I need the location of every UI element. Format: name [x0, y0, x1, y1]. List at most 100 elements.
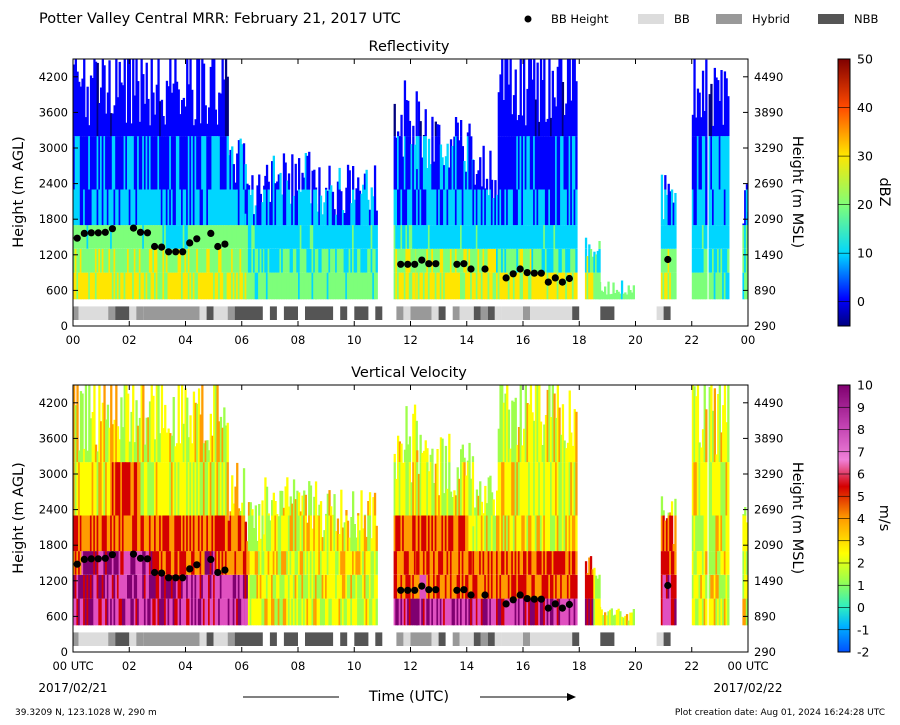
field-cell [101, 515, 104, 552]
field-cell [89, 515, 93, 552]
field-cell [521, 272, 524, 300]
field-cell [196, 403, 199, 463]
field-cell [482, 598, 485, 626]
bb-height-point [80, 229, 88, 237]
field-cell [118, 574, 121, 599]
field-cell [727, 96, 730, 137]
field-cell [722, 462, 725, 516]
field-cell [264, 225, 267, 249]
field-cell [427, 138, 431, 190]
field-cell [79, 272, 83, 300]
field-cell [214, 189, 217, 226]
field-cell [330, 515, 333, 552]
field-cell [137, 574, 140, 599]
field-cell [433, 161, 436, 190]
field-cell [517, 515, 521, 552]
bb-type-segment [108, 632, 116, 646]
field-cell [744, 574, 747, 599]
x-tick-label: 22 [684, 659, 699, 673]
field-cell [106, 225, 110, 249]
field-cell [516, 574, 519, 599]
field-cell [439, 462, 443, 516]
field-cell [667, 515, 670, 552]
field-cell [489, 272, 492, 300]
field-cell [501, 551, 504, 575]
field-cell [274, 515, 277, 552]
field-cell [398, 441, 401, 463]
field-cell [701, 189, 705, 226]
field-cell [718, 272, 721, 300]
field-cell [74, 515, 77, 552]
field-cell [528, 136, 531, 190]
field-cell [575, 515, 578, 552]
field-cell [261, 248, 264, 273]
field-cell [81, 515, 84, 552]
field-cell [127, 462, 130, 516]
colorbar-tick-label: -1 [857, 622, 869, 637]
field-cell [202, 272, 206, 300]
field-cell [466, 132, 470, 137]
field-cell [541, 189, 544, 226]
field-cell [93, 59, 96, 137]
field-cell [148, 125, 152, 137]
field-cell [246, 189, 249, 226]
field-cell [693, 189, 696, 226]
field-cell [108, 551, 111, 575]
field-cell [209, 189, 212, 226]
field-cell [456, 598, 459, 626]
field-cell [187, 136, 191, 190]
field-cell [214, 385, 217, 463]
field-cell [130, 189, 133, 226]
field-cell [443, 272, 446, 300]
field-cell [202, 63, 206, 137]
field-cell [727, 248, 730, 273]
field-cell [289, 574, 292, 599]
field-cell [291, 189, 294, 226]
field-cell [546, 574, 549, 599]
field-cell [125, 248, 128, 273]
field-cell [365, 189, 368, 226]
field-cell [449, 515, 453, 552]
field-cell [705, 551, 708, 575]
field-cell [367, 248, 370, 273]
field-cell [108, 427, 111, 463]
field-cell [292, 272, 296, 300]
field-cell [553, 393, 556, 463]
field-cell [496, 194, 499, 226]
field-cell [502, 248, 506, 273]
field-cell [152, 551, 155, 575]
field-cell [142, 189, 145, 226]
bb-type-segment [283, 632, 298, 646]
y-tick-right-label: 3890 [754, 431, 783, 445]
field-cell [159, 598, 162, 626]
field-cell [674, 515, 677, 552]
field-cell [145, 598, 148, 626]
field-cell [106, 404, 110, 463]
field-cell [484, 189, 487, 226]
field-cell [325, 513, 328, 516]
field-cell [548, 462, 551, 516]
field-cell [138, 598, 142, 626]
x-tick-label: 16 [516, 333, 531, 347]
field-cell [241, 598, 244, 626]
field-cell [408, 598, 412, 626]
field-cell [294, 499, 297, 516]
field-cell [397, 131, 400, 137]
field-cell [449, 551, 453, 575]
field-cell [539, 272, 543, 300]
field-cell [494, 272, 497, 300]
field-cell [127, 393, 130, 463]
field-cell [470, 551, 473, 575]
field-cell [167, 189, 170, 226]
field-cell [492, 499, 495, 516]
field-cell [314, 574, 318, 599]
field-cell [236, 515, 239, 552]
field-cell [84, 515, 88, 552]
field-cell [705, 574, 708, 599]
field-cell [304, 272, 307, 300]
field-cell [231, 189, 234, 226]
field-cell [196, 515, 199, 552]
field-cell [189, 551, 192, 575]
field-cell [461, 225, 464, 249]
field-cell [242, 551, 246, 575]
